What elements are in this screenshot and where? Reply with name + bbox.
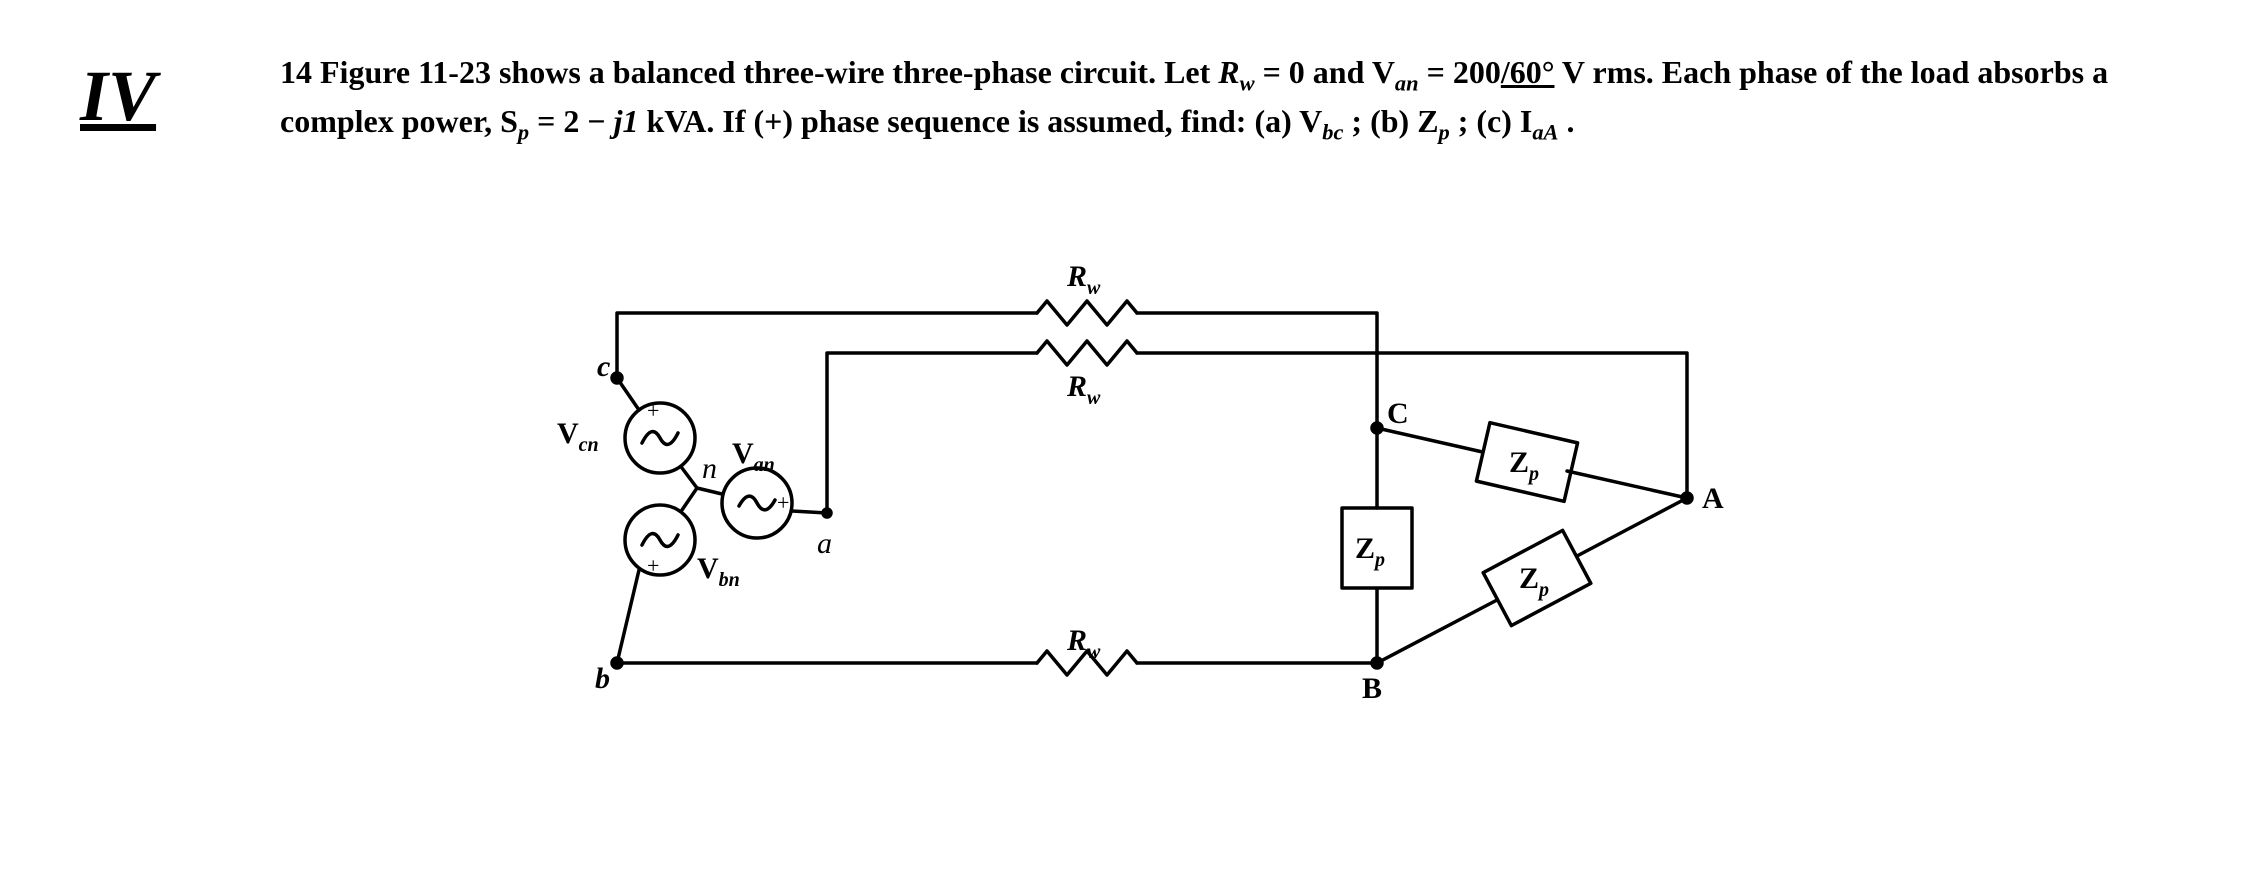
van-equals: = 200 — [1427, 54, 1501, 90]
node-b-label: b — [595, 662, 610, 695]
semicolon-2: ; — [1458, 103, 1477, 139]
svg-text:+: + — [647, 553, 659, 578]
svg-text:+: + — [777, 490, 789, 515]
svg-text:+: + — [647, 398, 659, 423]
problem-text-1: shows a balanced three-wire three-phase … — [499, 54, 1218, 90]
sp-symbol: S — [500, 103, 518, 139]
period: . — [1567, 103, 1575, 139]
vbc-symbol: V — [1299, 103, 1322, 139]
j1-value: j1 — [614, 103, 639, 139]
vbn-label: Vbn — [697, 552, 740, 591]
iaa-subscript: aA — [1532, 119, 1558, 144]
node-c-label: c — [597, 350, 610, 383]
semicolon-1: ; — [1351, 103, 1370, 139]
angle-value: /60° — [1501, 54, 1555, 90]
node-B-label: B — [1362, 672, 1382, 705]
zp-subscript: p — [1439, 119, 1450, 144]
rw-subscript: w — [1240, 70, 1255, 95]
part-c-label: (c) — [1476, 103, 1520, 139]
iaa-symbol: I — [1520, 103, 1532, 139]
rw-equals: = 0 and — [1263, 54, 1372, 90]
document-page: IV 14 Figure 11-23 shows a balanced thre… — [40, 50, 2213, 738]
rw-symbol: R — [1218, 54, 1239, 90]
van-subscript: an — [1395, 70, 1419, 95]
node-C-label: C — [1387, 397, 1409, 430]
circuit-diagram-container: + + + — [40, 178, 2213, 738]
node-a-label: a — [817, 527, 832, 560]
van-label: Van — [732, 437, 775, 476]
kva-text: kVA. If (+) phase sequence is assumed, f… — [646, 103, 1254, 139]
van-symbol: V — [1372, 54, 1395, 90]
zp-symbol: Z — [1417, 103, 1438, 139]
part-a-label: (a) — [1254, 103, 1299, 139]
node-A-label: A — [1702, 482, 1724, 515]
figure-reference: Figure 11-23 — [320, 54, 491, 90]
rw1-label: Rw — [1066, 260, 1101, 299]
circuit-diagram: + + + — [477, 178, 1777, 738]
sp-subscript: p — [518, 119, 529, 144]
sp-equals: = 2 − — [537, 103, 613, 139]
problem-number: 14 — [280, 54, 312, 90]
rw2-label: Rw — [1066, 370, 1101, 409]
vcn-label: Vcn — [557, 417, 599, 456]
problem-statement: 14 Figure 11-23 shows a balanced three-w… — [280, 50, 2173, 148]
vbc-subscript: bc — [1322, 119, 1343, 144]
node-n-label: n — [702, 452, 717, 485]
roman-numeral-label: IV — [80, 55, 156, 138]
part-b-label: (b) — [1370, 103, 1417, 139]
